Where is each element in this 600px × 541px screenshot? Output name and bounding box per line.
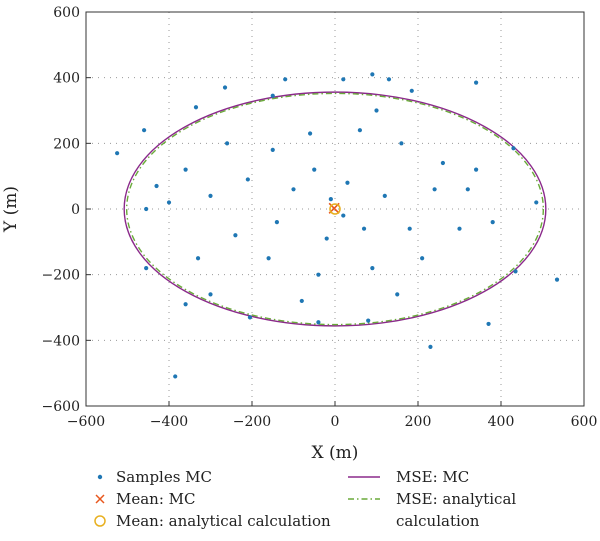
axis-ticks: −600 −400 −200 0 200 400 600 −600 −400 −200 0 200 40… (42, 5, 598, 430)
sample-point (299, 298, 304, 304)
sample-point (183, 302, 188, 307)
sample-point (266, 256, 271, 261)
sample-point (474, 167, 479, 172)
x-tick-label: 400 (488, 414, 515, 430)
x-tick-label: 600 (571, 414, 598, 430)
sample-point (274, 220, 279, 225)
sample-point (144, 206, 149, 212)
sample-point (370, 72, 375, 77)
sample-point (173, 374, 178, 379)
sample-point (366, 318, 371, 323)
sample-point (341, 77, 346, 82)
sample-point (208, 193, 213, 198)
sample-point (233, 233, 238, 238)
sample-point (511, 146, 516, 151)
sample-point (247, 315, 253, 320)
sample-point (554, 277, 560, 282)
sample-point (195, 256, 201, 261)
sample-point (361, 226, 367, 231)
sample-point (308, 131, 313, 136)
sample-point (395, 292, 400, 297)
legend-dot-marker (97, 474, 103, 480)
sample-point (208, 292, 213, 297)
sample-point (270, 147, 275, 152)
sample-point (144, 266, 149, 271)
legend-item: MSE: MC (348, 468, 469, 486)
sample-point (166, 200, 172, 205)
y-axis-label: Y (m) (1, 186, 21, 233)
sample-point (420, 256, 425, 261)
sample-point (115, 151, 120, 156)
sample-point (225, 141, 230, 146)
legend-label: Mean: analytical calculation (116, 512, 331, 530)
sample-point (324, 236, 329, 241)
sample-point (341, 213, 346, 218)
sample-point (409, 88, 414, 93)
y-tick-label: 0 (71, 202, 80, 218)
y-tick-label: −600 (42, 399, 80, 415)
legend-item: Samples MC (97, 468, 212, 486)
sample-point (154, 183, 159, 189)
sample-point (440, 160, 445, 166)
sample-point (193, 105, 199, 110)
legend-item: Mean: analytical calculation (94, 512, 331, 530)
x-tick-label: −200 (233, 414, 271, 430)
x-tick-label: 0 (331, 414, 340, 430)
sample-point (316, 272, 321, 277)
sample-point (312, 167, 317, 172)
sample-point (328, 197, 333, 202)
legend-item: MSE: analytical calculation (348, 490, 516, 530)
sample-point (345, 180, 350, 185)
sample-point (270, 93, 275, 98)
sample-point (374, 108, 379, 113)
data-marks (115, 72, 560, 379)
sample-point (399, 141, 404, 146)
legend-label: MSE: analytical (396, 490, 516, 508)
legend-label: Mean: MC (116, 490, 196, 508)
mean-analytical-marker (329, 203, 341, 215)
sample-point (428, 344, 433, 349)
y-tick-label: 600 (53, 5, 80, 21)
legend: Samples MC Mean: MC Mean: analytical calcu… (94, 468, 516, 530)
sample-point (245, 177, 250, 182)
sample-point (291, 187, 296, 192)
x-tick-label: −400 (150, 414, 188, 430)
legend-item: Mean: MC (95, 490, 196, 508)
sample-point (486, 321, 491, 327)
y-tick-label: 200 (53, 136, 80, 152)
legend-label: Samples MC (116, 468, 212, 486)
sample-point (357, 128, 362, 133)
sample-point (457, 226, 462, 231)
y-tick-label: 400 (53, 71, 80, 87)
x-tick-label: −600 (67, 414, 105, 430)
sample-point (382, 193, 387, 198)
ellipse-mse-mc (123, 91, 547, 327)
legend-label-line2: calculation (396, 512, 480, 530)
sample-point (474, 80, 479, 85)
sample-point (222, 85, 228, 90)
y-tick-label: −400 (42, 333, 80, 349)
sample-point (370, 266, 375, 271)
sample-point (465, 187, 470, 192)
sample-point (534, 200, 539, 205)
sample-point (432, 187, 437, 192)
sample-point (407, 226, 412, 231)
sample-point (142, 128, 147, 133)
legend-label: MSE: MC (396, 468, 469, 486)
sample-point (183, 167, 188, 172)
sample-point (490, 220, 495, 225)
sample-point (386, 77, 392, 82)
legend-circle-marker (94, 515, 106, 527)
sample-point (283, 77, 288, 82)
sample-point (513, 269, 518, 274)
y-tick-label: −200 (42, 268, 80, 284)
sample-point (316, 320, 321, 325)
x-axis-label: X (m) (312, 443, 359, 463)
ellipse-mse-analytical (125, 92, 545, 326)
x-tick-label: 200 (405, 414, 432, 430)
